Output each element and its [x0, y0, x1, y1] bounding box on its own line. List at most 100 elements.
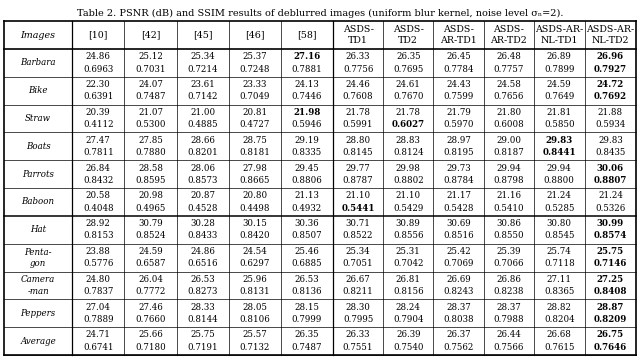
Text: 0.4727: 0.4727	[239, 120, 270, 129]
Text: 0.7692: 0.7692	[594, 92, 627, 101]
Text: 0.7660: 0.7660	[135, 315, 166, 324]
Text: Parrots: Parrots	[22, 170, 54, 179]
Text: 0.7487: 0.7487	[135, 92, 166, 101]
Text: 0.7880: 0.7880	[135, 148, 166, 157]
Text: 0.6885: 0.6885	[292, 259, 323, 268]
Text: 24.86: 24.86	[86, 52, 111, 61]
Text: 20.39: 20.39	[86, 108, 111, 117]
Text: 26.48: 26.48	[496, 52, 521, 61]
Text: 24.13: 24.13	[294, 80, 319, 89]
Text: 0.6587: 0.6587	[135, 259, 166, 268]
Text: 0.8136: 0.8136	[292, 287, 322, 296]
Text: 0.8545: 0.8545	[544, 232, 575, 241]
Text: 30.06: 30.06	[597, 164, 624, 173]
Text: 30.71: 30.71	[346, 219, 371, 228]
Text: 24.72: 24.72	[596, 80, 624, 89]
Text: 24.71: 24.71	[86, 331, 111, 340]
Text: 26.53: 26.53	[190, 275, 215, 284]
Text: 0.8432: 0.8432	[83, 176, 113, 185]
Text: 26.44: 26.44	[496, 331, 521, 340]
Text: 28.30: 28.30	[346, 303, 371, 312]
Text: 30.36: 30.36	[294, 219, 319, 228]
Text: 0.8665: 0.8665	[239, 176, 270, 185]
Text: 24.43: 24.43	[446, 80, 471, 89]
Text: 0.7811: 0.7811	[83, 148, 114, 157]
Text: 28.24: 28.24	[396, 303, 420, 312]
Text: 30.89: 30.89	[396, 219, 420, 228]
Text: 27.85: 27.85	[138, 136, 163, 145]
Text: 0.8156: 0.8156	[393, 287, 424, 296]
Text: 21.07: 21.07	[138, 108, 163, 117]
Text: [46]: [46]	[245, 31, 264, 39]
Text: 0.8273: 0.8273	[188, 287, 218, 296]
Text: ASDS-
AR-TD2: ASDS- AR-TD2	[490, 25, 527, 45]
Text: 26.84: 26.84	[86, 164, 111, 173]
Text: [42]: [42]	[141, 31, 160, 39]
Text: ASDS-AR-
NL-TD1: ASDS-AR- NL-TD1	[535, 25, 584, 45]
Text: 0.8365: 0.8365	[544, 287, 575, 296]
Text: 30.69: 30.69	[446, 219, 471, 228]
Text: 0.8516: 0.8516	[443, 232, 474, 241]
Text: Straw: Straw	[25, 114, 51, 123]
Text: 23.61: 23.61	[190, 80, 215, 89]
Text: Barbara: Barbara	[20, 59, 56, 67]
Text: -man: -man	[28, 286, 49, 295]
Text: 0.5429: 0.5429	[393, 204, 424, 213]
Text: 26.04: 26.04	[138, 275, 163, 284]
Text: 26.68: 26.68	[547, 331, 572, 340]
Text: 0.7670: 0.7670	[393, 92, 424, 101]
Text: 0.8595: 0.8595	[135, 176, 166, 185]
Text: Hat: Hat	[30, 225, 46, 234]
Text: 27.04: 27.04	[86, 303, 111, 312]
Text: 28.75: 28.75	[243, 136, 268, 145]
Text: 26.39: 26.39	[396, 331, 420, 340]
Text: 0.7146: 0.7146	[594, 259, 627, 268]
Text: 26.69: 26.69	[446, 275, 471, 284]
Text: 0.8807: 0.8807	[594, 176, 627, 185]
Text: 25.34: 25.34	[346, 247, 371, 256]
Text: 0.4048: 0.4048	[83, 204, 114, 213]
Text: 0.7757: 0.7757	[493, 65, 524, 74]
Text: 28.82: 28.82	[547, 303, 572, 312]
Text: 26.89: 26.89	[547, 52, 572, 61]
Text: 0.7132: 0.7132	[239, 343, 270, 352]
Text: 29.45: 29.45	[294, 164, 319, 173]
Text: 24.86: 24.86	[190, 247, 215, 256]
Text: 26.37: 26.37	[446, 331, 471, 340]
Text: 0.8802: 0.8802	[393, 176, 424, 185]
Text: 0.8238: 0.8238	[493, 287, 524, 296]
Text: Boats: Boats	[26, 142, 51, 151]
Text: 0.4932: 0.4932	[292, 204, 322, 213]
Text: 0.7837: 0.7837	[83, 287, 113, 296]
Text: 25.31: 25.31	[396, 247, 420, 256]
Text: 0.8420: 0.8420	[239, 232, 270, 241]
Text: Penta-: Penta-	[24, 248, 52, 257]
Text: 27.98: 27.98	[243, 164, 268, 173]
Text: [45]: [45]	[193, 31, 212, 39]
Text: 21.78: 21.78	[396, 108, 420, 117]
Text: 25.39: 25.39	[496, 247, 521, 256]
Text: 0.7069: 0.7069	[443, 259, 474, 268]
Text: 0.7772: 0.7772	[135, 287, 166, 296]
Text: 0.7649: 0.7649	[544, 92, 575, 101]
Text: 0.5441: 0.5441	[341, 204, 375, 213]
Text: 0.8187: 0.8187	[493, 148, 524, 157]
Text: 0.7248: 0.7248	[239, 65, 270, 74]
Text: 25.37: 25.37	[243, 52, 267, 61]
Text: 21.16: 21.16	[496, 191, 521, 200]
Text: 0.4528: 0.4528	[188, 204, 218, 213]
Text: 24.54: 24.54	[243, 247, 267, 256]
Text: 0.8787: 0.8787	[343, 176, 373, 185]
Text: 28.97: 28.97	[446, 136, 471, 145]
Text: 0.7904: 0.7904	[393, 315, 424, 324]
Text: 0.4885: 0.4885	[188, 120, 218, 129]
Text: 0.8524: 0.8524	[135, 232, 166, 241]
Text: 0.7899: 0.7899	[544, 65, 575, 74]
Text: 0.8522: 0.8522	[343, 232, 373, 241]
Text: 0.7049: 0.7049	[239, 92, 270, 101]
Text: 0.7927: 0.7927	[594, 65, 627, 74]
Text: [58]: [58]	[297, 31, 317, 39]
Text: 0.6027: 0.6027	[392, 120, 425, 129]
Text: 21.10: 21.10	[346, 191, 371, 200]
Text: 30.15: 30.15	[243, 219, 268, 228]
